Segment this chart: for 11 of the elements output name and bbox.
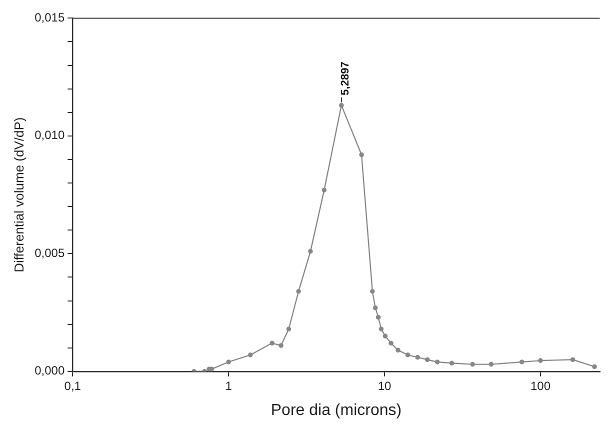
x-tick-label: 10 [378,378,392,393]
y-tick-label: 0,005 [34,246,65,260]
y-tick-label: 0,000 [34,364,65,378]
y-tick-label: 0,015 [34,10,65,25]
annotation: 5,2897 [339,62,352,96]
y-tick-label: 0,010 [34,128,65,142]
x-tick-label: 100 [530,378,551,393]
x-tick-label: 1 [225,378,232,393]
y-axis-title: Differential volume (dV/dP) [11,117,26,272]
x-axis-title: Pore dia (microns) [270,402,402,419]
x-tick-label: 0,1 [64,378,82,393]
